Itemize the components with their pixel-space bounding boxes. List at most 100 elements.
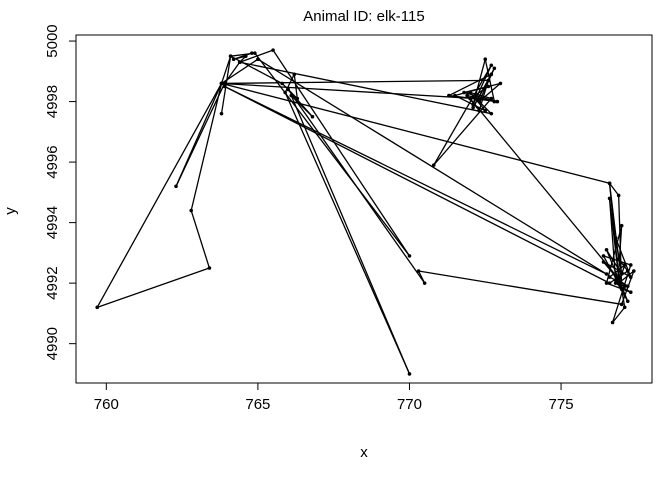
- track-point: [604, 248, 609, 252]
- track-point: [601, 254, 606, 258]
- track-segment: [478, 80, 489, 111]
- track-point: [222, 81, 227, 86]
- track-point: [616, 269, 621, 273]
- y-axis: 4990 4992 4994 4996 4998 5000: [44, 24, 77, 360]
- track-point: [616, 281, 621, 285]
- track-segment: [418, 270, 622, 305]
- track-point: [228, 54, 233, 58]
- track-point: [471, 105, 475, 110]
- track-point: [489, 72, 494, 77]
- track-point: [286, 87, 291, 92]
- track-point: [632, 269, 636, 273]
- track-point: [604, 272, 609, 276]
- track-point: [495, 99, 500, 104]
- track-point: [489, 96, 494, 101]
- track-point: [489, 63, 494, 68]
- track-segment: [469, 98, 626, 287]
- track-point: [619, 302, 624, 307]
- y-tick-label: 5000: [44, 24, 61, 57]
- track-point: [489, 111, 494, 116]
- track-segment: [618, 225, 623, 272]
- track-point: [477, 99, 482, 104]
- track-segment: [612, 306, 626, 323]
- track-point: [619, 223, 624, 228]
- track-point: [616, 257, 621, 261]
- track-point: [422, 281, 427, 285]
- track-lines: [96, 49, 635, 375]
- track-point: [486, 78, 491, 83]
- track-point: [283, 90, 287, 95]
- track-points: [95, 48, 636, 376]
- track-point: [250, 51, 254, 55]
- track-point: [237, 60, 242, 65]
- track-segment: [290, 95, 411, 375]
- track-segment: [611, 264, 632, 323]
- x-tick-label: 775: [549, 396, 574, 413]
- track-point: [231, 57, 236, 62]
- track-segment: [609, 182, 620, 196]
- track-point: [607, 281, 612, 285]
- track-point: [280, 81, 284, 86]
- track-point: [471, 102, 475, 107]
- track-point: [431, 163, 436, 167]
- track-point: [625, 299, 630, 304]
- y-tick-label: 4990: [44, 327, 61, 360]
- track-segment: [224, 85, 607, 275]
- y-tick-label: 4998: [44, 85, 61, 118]
- track-point: [607, 181, 612, 186]
- track-point: [292, 72, 297, 77]
- track-point: [622, 263, 627, 267]
- track-point: [256, 57, 260, 62]
- track-point: [447, 93, 451, 98]
- y-axis-label: y: [2, 207, 19, 215]
- track-point: [289, 93, 294, 98]
- track-point: [222, 84, 227, 89]
- track-point: [253, 51, 257, 55]
- track-segment: [605, 225, 623, 284]
- track-segment: [272, 49, 411, 257]
- x-tick-label: 765: [245, 396, 270, 413]
- track-segment: [466, 94, 495, 103]
- track-point: [95, 305, 100, 310]
- track-segment: [96, 83, 223, 308]
- track-point: [207, 266, 212, 270]
- track-point: [477, 108, 482, 113]
- track-point: [492, 66, 497, 71]
- x-tick-label: 760: [94, 396, 119, 413]
- y-tick-label: 4992: [44, 266, 61, 299]
- track-point: [616, 278, 621, 282]
- track-point: [295, 96, 300, 101]
- track-point: [616, 275, 621, 279]
- track-segment: [220, 56, 232, 114]
- track-segment: [417, 270, 426, 284]
- x-axis-label: x: [360, 444, 368, 461]
- track-point: [407, 254, 412, 258]
- track-segment: [224, 85, 610, 284]
- track-point: [610, 320, 615, 325]
- track-point: [622, 305, 627, 310]
- track-point: [613, 281, 618, 285]
- track-segment: [190, 83, 223, 211]
- track-point: [498, 81, 503, 86]
- track-point: [174, 184, 178, 189]
- track-segment: [97, 267, 210, 308]
- track-point: [310, 114, 315, 119]
- track-point: [483, 57, 488, 62]
- track-point: [486, 84, 491, 89]
- track-segment: [608, 183, 620, 260]
- track-point: [607, 275, 612, 279]
- track-point: [601, 260, 606, 264]
- track-point: [468, 96, 472, 101]
- track-point: [613, 278, 618, 282]
- track-segment: [284, 92, 411, 375]
- track-point: [407, 372, 412, 376]
- track-segment: [433, 98, 492, 166]
- track-point: [613, 235, 618, 240]
- track-point: [416, 269, 421, 273]
- track-segment: [254, 52, 410, 257]
- track-point: [628, 290, 633, 295]
- track-segment: [257, 58, 607, 275]
- track-point: [483, 108, 488, 113]
- track-segment: [221, 79, 489, 85]
